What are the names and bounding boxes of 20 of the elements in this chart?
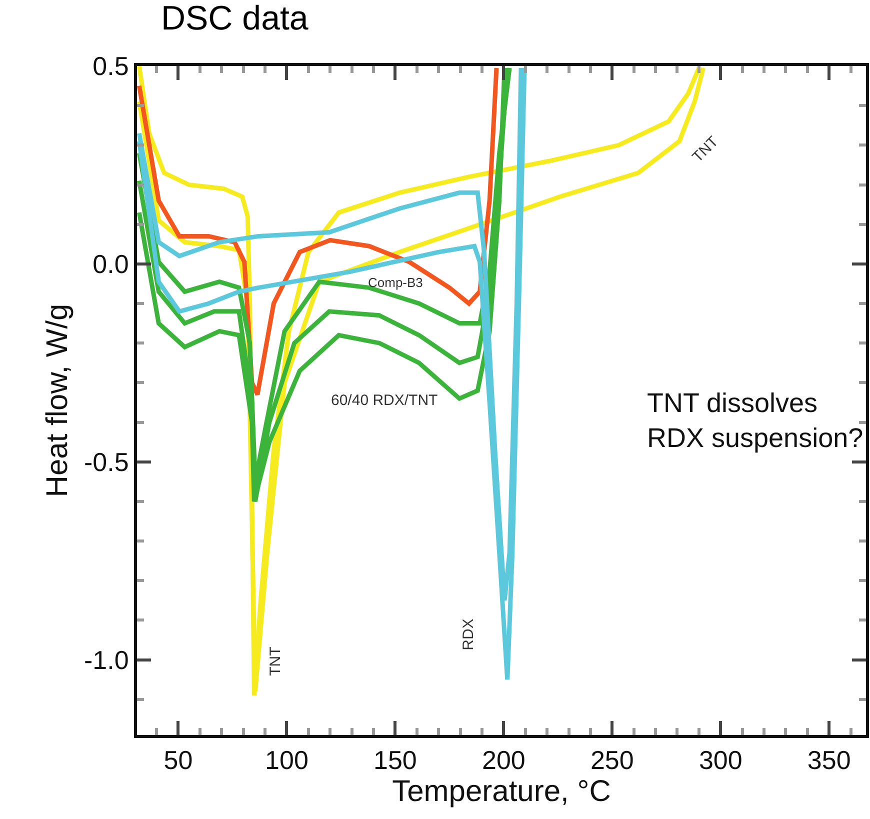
annotation: 60/40 RDX/TNT (331, 392, 438, 409)
x-tick-label: 200 (482, 745, 526, 776)
x-tick-label: 250 (590, 745, 634, 776)
x-axis-title: Temperature, °C (392, 775, 611, 808)
x-tick-label: 350 (807, 745, 851, 776)
annotation: RDX (460, 618, 478, 650)
x-tick-label: 50 (164, 745, 193, 776)
annotation: TNT (267, 646, 284, 676)
y-tick-label: 0.5 (92, 51, 129, 82)
annotation: Comp-B3 (368, 275, 423, 290)
x-tick-label: 150 (373, 745, 417, 776)
annotation: TNT (689, 133, 722, 166)
x-tick-label: 100 (265, 745, 308, 776)
annotation: TNT dissolves RDX suspension? (647, 388, 864, 454)
x-tick-label: 300 (698, 745, 742, 776)
y-axis-title: Heat flow, W/g (40, 304, 74, 498)
y-tick-label: -0.5 (84, 446, 129, 477)
y-tick-label: -1.0 (84, 644, 129, 675)
chart-title: DSC data (160, 0, 308, 38)
y-tick-label: 0.0 (92, 249, 129, 280)
